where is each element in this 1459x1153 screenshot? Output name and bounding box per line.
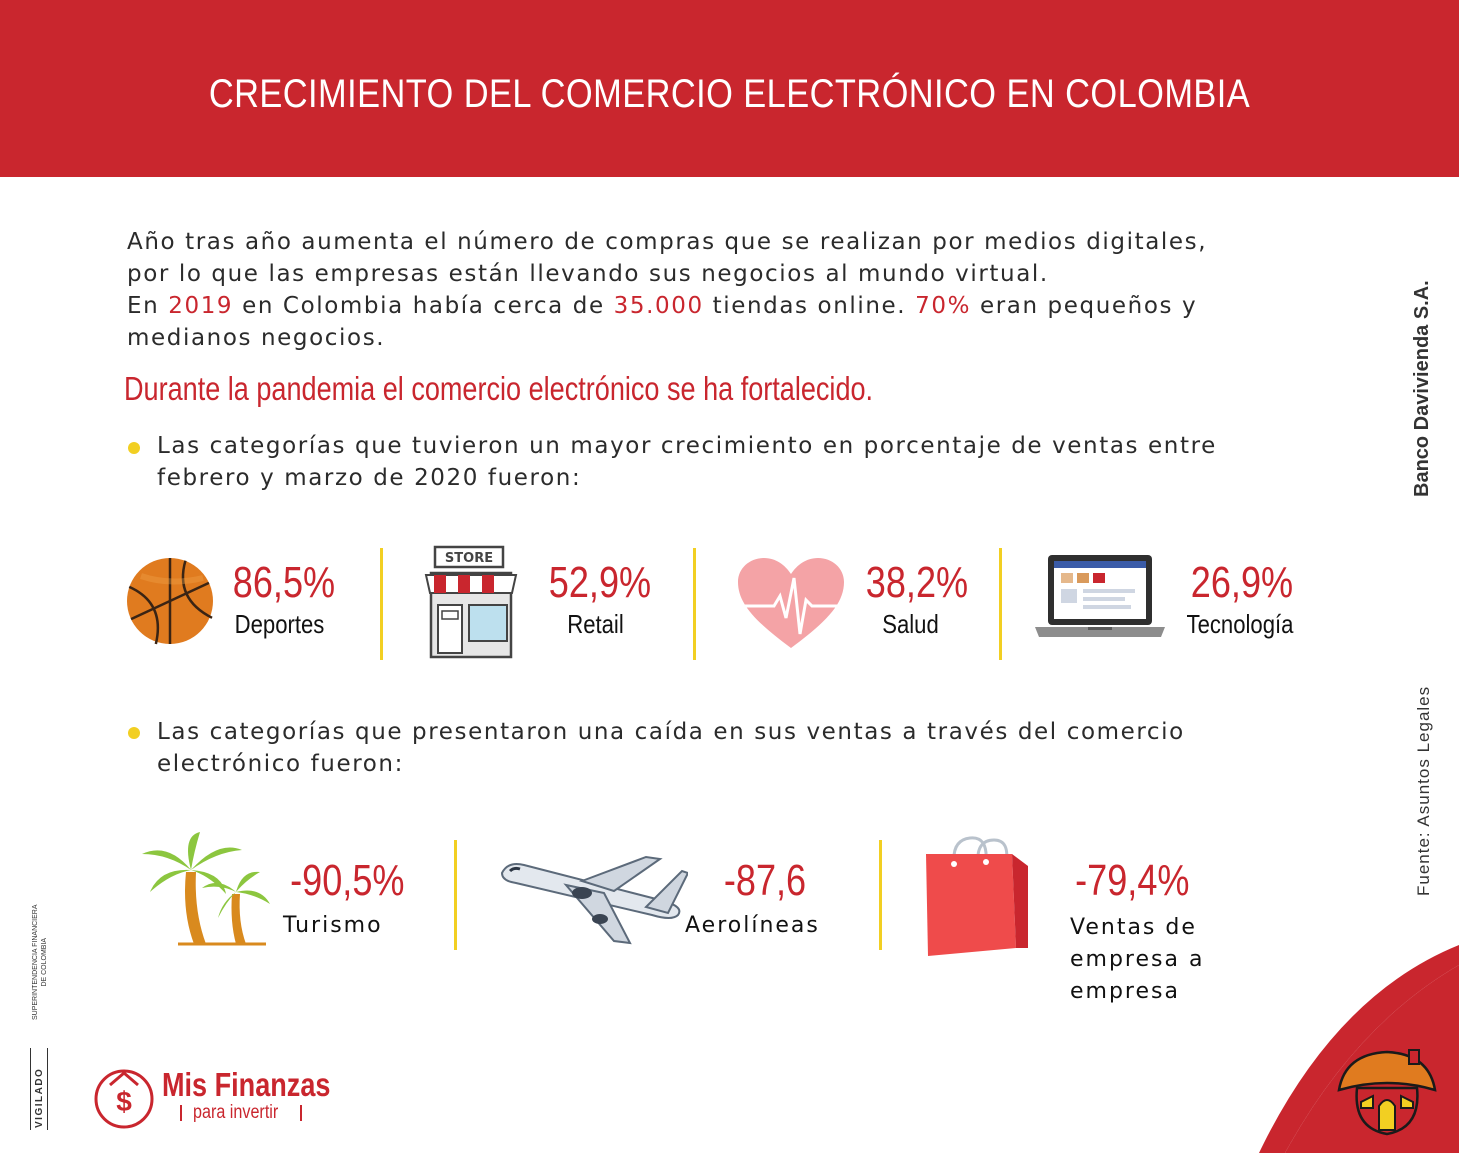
intro-line-1: Año tras año aumenta el número de compra… (127, 229, 1208, 255)
bullet-dot (128, 442, 140, 454)
decline-label-turismo: Turismo (283, 913, 383, 938)
growth-label-salud: Salud (882, 609, 939, 639)
decline-label-b2b: Ventas de empresa a empresa (1070, 912, 1204, 1008)
supervisor-line-1: SUPERINTENDENCIA FINANCIERA (32, 904, 39, 1020)
decline-label-b2b-line-3: empresa (1070, 979, 1180, 1004)
page-title: CRECIMIENTO DEL COMERCIO ELECTRÓNICO EN … (208, 72, 1251, 116)
growth-intro-line-1: Las categorías que tuvieron un mayor cre… (157, 433, 1217, 459)
divider (380, 548, 383, 660)
vigilado-frame (30, 1048, 48, 1130)
intro-line-3: En 2019 en Colombia había cerca de 35.00… (127, 290, 1347, 322)
decline-value-aerolineas: -87,6 (723, 856, 807, 905)
vigilado-label: VIGILADO (34, 1067, 45, 1128)
store-icon: STORE (424, 545, 518, 659)
intro-text: En (127, 293, 169, 319)
growth-intro-line-2: febrero y marzo de 2020 fueron: (157, 465, 582, 491)
tagline-bar (180, 1105, 182, 1121)
decline-intro: Las categorías que presentaron una caída… (157, 716, 1185, 780)
intro-paragraph: Año tras año aumenta el número de compra… (127, 226, 1347, 354)
brand-name: Mis Finanzas (162, 1066, 331, 1103)
growth-intro: Las categorías que tuvieron un mayor cre… (157, 430, 1217, 494)
house-logo-icon (1337, 1049, 1437, 1136)
section-subtitle: Durante la pandemia el comercio electrón… (124, 370, 874, 407)
growth-value-salud: 38,2% (865, 558, 969, 607)
shopping-bag-icon (926, 836, 1028, 956)
intro-line-4: medianos negocios. (127, 325, 386, 351)
decline-intro-line-2: electrónico fueron: (157, 751, 404, 777)
divider (999, 548, 1002, 660)
decline-value-turismo: -90,5% (290, 856, 405, 905)
growth-value-retail: 52,9% (548, 558, 652, 607)
highlight-stores: 35.000 (613, 293, 704, 319)
decline-value-b2b: -79,4% (1075, 856, 1190, 905)
intro-text: tiendas online. (703, 293, 916, 319)
growth-value-deportes: 86,5% (232, 558, 336, 607)
tagline-bar (300, 1105, 302, 1121)
supervisor-line-2: DE COLOMBIA (41, 937, 48, 987)
bank-name: Banco Davivienda S.A. (1411, 280, 1433, 497)
palm-trees-icon (142, 832, 270, 946)
bullet-dot (128, 727, 140, 739)
heart-icon (738, 558, 844, 648)
decline-label-b2b-line-2: empresa a (1070, 947, 1205, 972)
decline-label-aerolineas: Aerolíneas (685, 913, 820, 938)
highlight-year: 2019 (168, 293, 234, 319)
decline-label-b2b-line-1: Ventas de (1070, 915, 1197, 940)
brand-tagline: para invertir (193, 1102, 279, 1123)
growth-label-retail: Retail (567, 609, 624, 639)
growth-label-tecnologia: Tecnología (1186, 609, 1294, 639)
divider (693, 548, 696, 660)
airplane-icon (500, 855, 688, 945)
header-banner: CRECIMIENTO DEL COMERCIO ELECTRÓNICO EN … (0, 0, 1459, 177)
intro-text: eran pequeños y (971, 293, 1198, 319)
highlight-share: 70% (915, 293, 972, 319)
laptop-icon (1035, 555, 1165, 637)
mis-finanzas-logo-icon: $ (94, 1069, 154, 1129)
store-sign-text: STORE (445, 551, 493, 566)
divider (879, 840, 882, 950)
source-note: Fuente: Asuntos Legales (1414, 685, 1433, 896)
decline-intro-line-1: Las categorías que presentaron una caída… (157, 719, 1185, 745)
dollar-symbol: $ (116, 1086, 132, 1117)
intro-line-2: por lo que las empresas están llevando s… (127, 261, 1049, 287)
growth-value-tecnologia: 26,9% (1190, 558, 1294, 607)
basketball-icon (127, 558, 213, 645)
divider (454, 840, 457, 950)
intro-text: en Colombia había cerca de (233, 293, 614, 319)
growth-label-deportes: Deportes (234, 609, 325, 639)
supervisor-note: SUPERINTENDENCIA FINANCIERA DE COLOMBIA (31, 904, 49, 1020)
